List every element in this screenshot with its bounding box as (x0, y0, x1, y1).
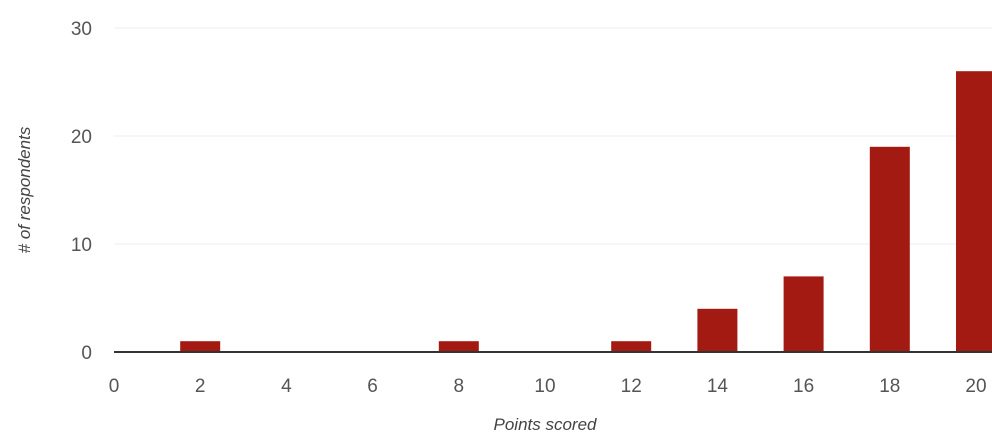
x-tick-label: 0 (109, 376, 120, 397)
x-tick-label: 6 (367, 376, 378, 397)
bar-2 (180, 341, 221, 352)
x-tick-label: 18 (879, 376, 900, 397)
x-tick-label: 10 (534, 376, 555, 397)
y-tick-label: 20 (71, 127, 92, 148)
bar-18 (869, 146, 910, 352)
gridlines (114, 27, 992, 245)
y-tick-labels: 0 10 20 30 (71, 19, 92, 364)
y-tick-label: 10 (71, 235, 92, 256)
bar-12 (611, 341, 652, 352)
x-tick-label: 14 (707, 376, 729, 397)
y-tick-label: 30 (71, 19, 92, 40)
bar-8 (438, 341, 479, 352)
bar-14 (697, 308, 738, 352)
x-tick-label: 4 (281, 376, 292, 397)
bar-16 (783, 276, 824, 352)
x-tick-label: 2 (195, 376, 206, 397)
x-tick-label: 8 (454, 376, 465, 397)
y-tick-label: 0 (81, 343, 92, 364)
x-tick-label: 20 (965, 376, 986, 397)
y-axis-title: # of respondents (15, 126, 34, 253)
x-tick-label: 16 (793, 376, 814, 397)
x-tick-label: 12 (621, 376, 642, 397)
bars (180, 71, 992, 352)
x-axis-title: Points scored (494, 415, 598, 434)
bar-20 (956, 71, 992, 352)
x-tick-labels: 0 2 4 6 8 10 12 14 16 18 20 (109, 376, 987, 397)
